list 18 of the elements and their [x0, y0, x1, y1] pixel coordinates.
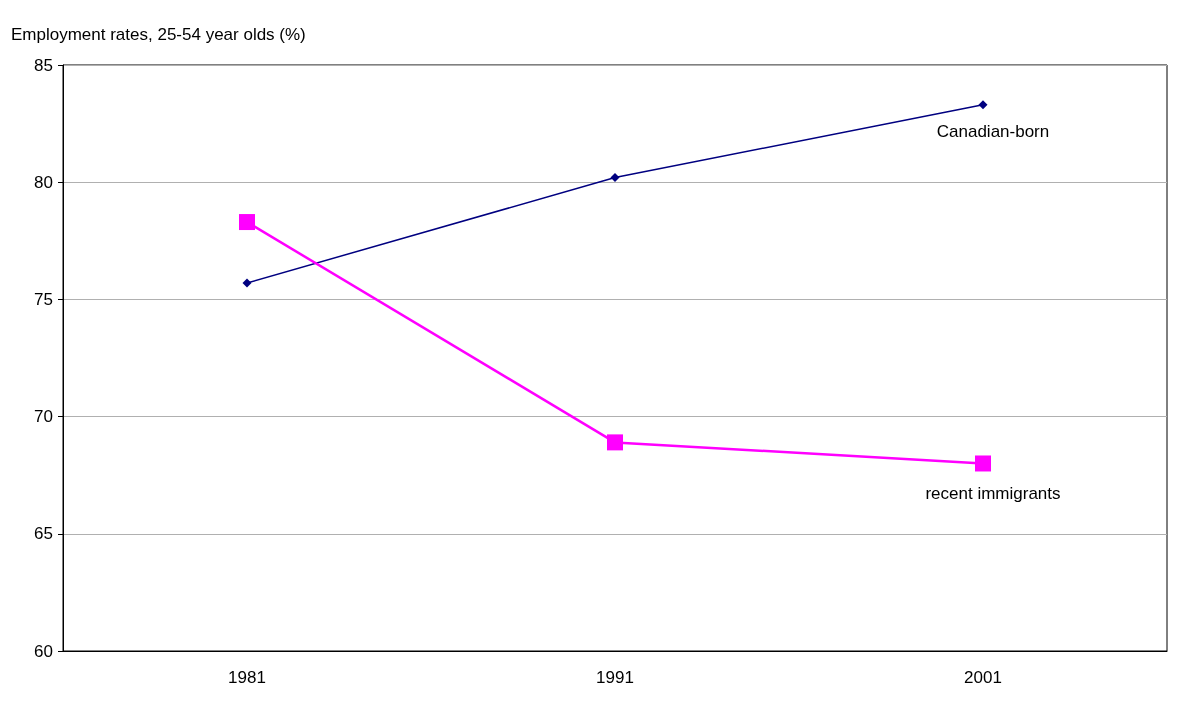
y-tick-label: 85	[34, 55, 53, 75]
x-tick-label: 1981	[228, 668, 266, 687]
series-label: Canadian-born	[936, 122, 1050, 142]
y-tick-label: 80	[34, 172, 53, 192]
y-tick-label: 60	[34, 641, 53, 661]
point	[978, 100, 988, 110]
y-tick-label: 75	[34, 289, 53, 309]
y-tick-label: 70	[34, 407, 53, 427]
x-tick-label: 2001	[964, 668, 1002, 687]
y-axis-title: Employment rates, 25-54 year olds (%)	[11, 25, 306, 44]
point	[239, 214, 255, 231]
point	[610, 173, 620, 183]
x-tick-label: 1991	[596, 668, 634, 687]
y-tick-label: 65	[34, 524, 53, 544]
point	[607, 434, 623, 451]
point	[975, 455, 991, 472]
series-label: recent immigrants	[925, 484, 1061, 504]
point	[242, 278, 252, 288]
